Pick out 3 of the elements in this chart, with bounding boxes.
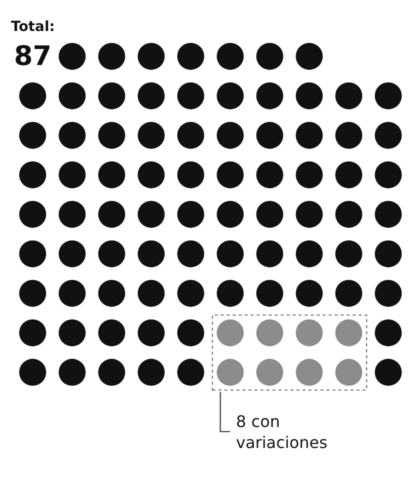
text: Total:	[11, 19, 55, 35]
data-label: 87	[14, 41, 52, 72]
data-label: 8 con variaciones	[236, 412, 328, 452]
